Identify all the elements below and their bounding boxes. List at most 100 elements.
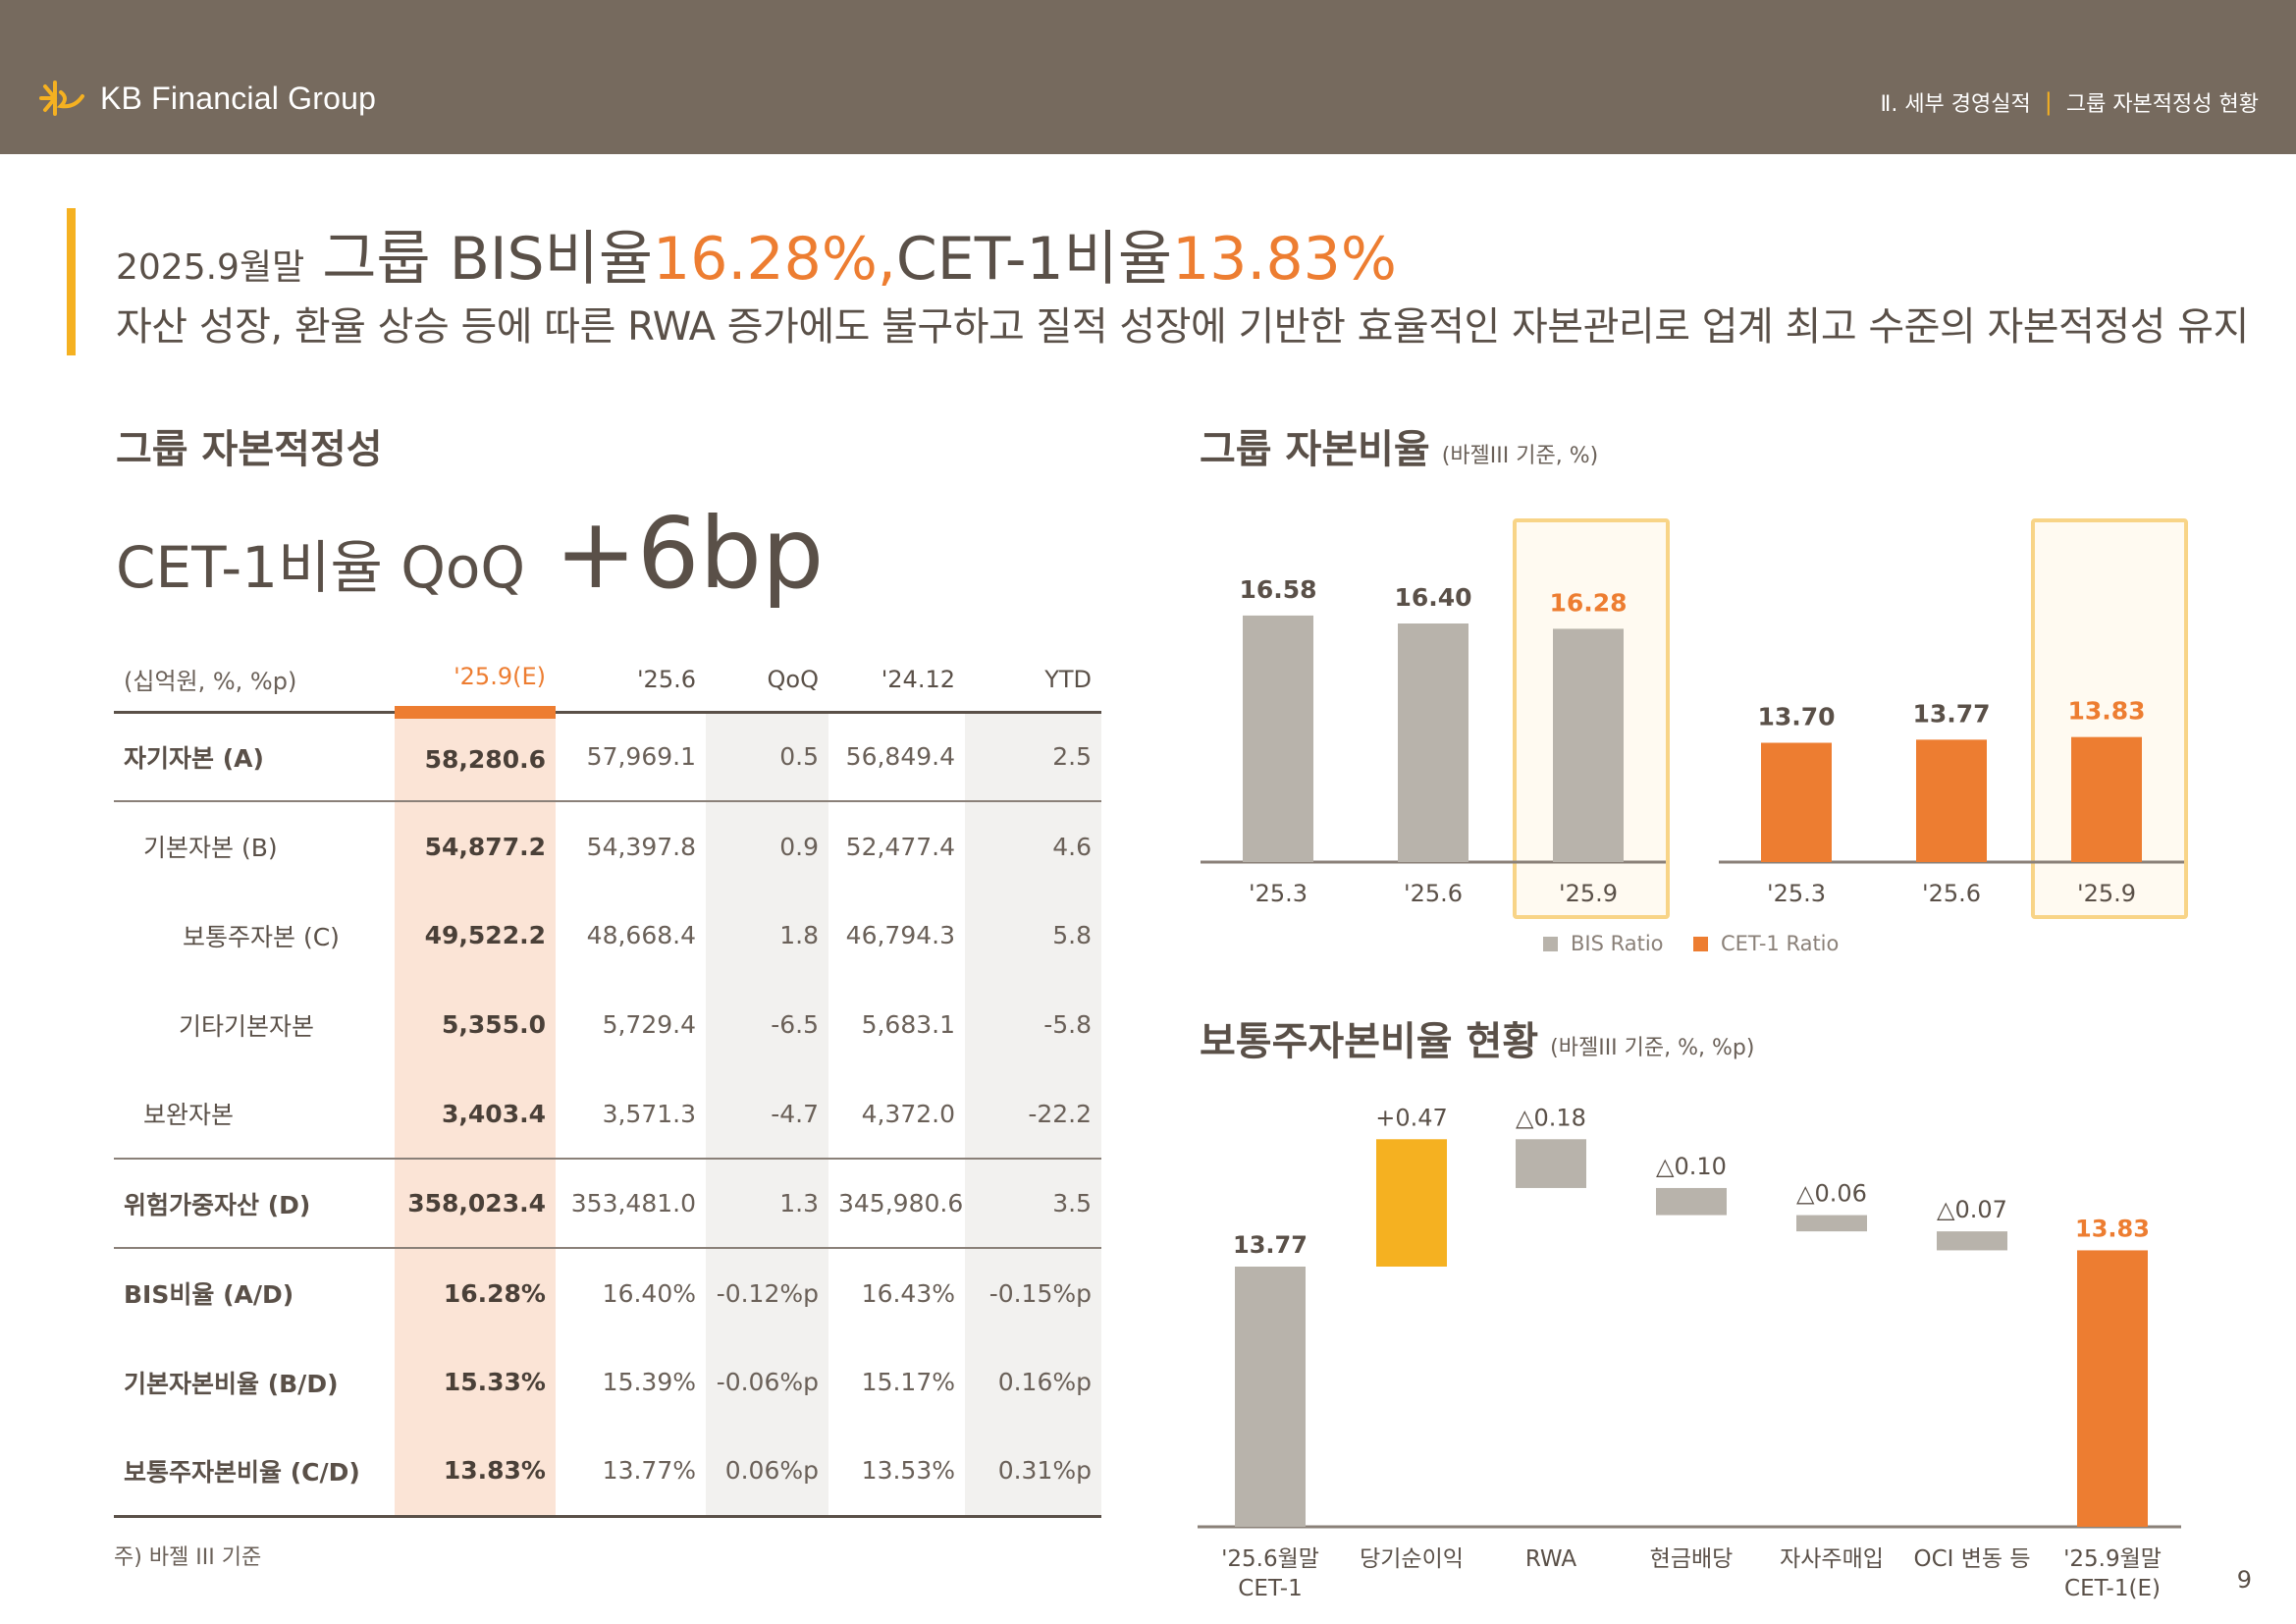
cell-current: 13.83%	[395, 1427, 556, 1518]
title-accent-bar	[67, 208, 76, 355]
bar-value-label: 13.70	[1757, 703, 1835, 731]
bar-value-label: 16.40	[1394, 583, 1471, 612]
x-tick-label: CET-1	[1238, 1576, 1302, 1601]
cell-qoq: 0.5	[706, 712, 828, 802]
x-tick-label: '25.6	[1922, 880, 1981, 907]
cell-prev-year: 15.17%	[861, 1368, 955, 1396]
title-part2: CET-1비율	[895, 225, 1173, 294]
cell-prev-quarter: 13.77%	[556, 1427, 706, 1518]
cet-qoq-label: CET-1비율 QoQ	[116, 534, 526, 601]
waterfall-value-label: △0.10	[1656, 1153, 1727, 1180]
cell-prev-quarter: 54,397.8	[586, 832, 696, 861]
cell-current: 58,280.6	[395, 712, 556, 802]
footnote: 주) 바젤 III 기준	[114, 1545, 262, 1570]
table-row: 위험가중자산 (D) 358,023.4 353,481.0 1.3 345,9…	[114, 1159, 1101, 1249]
table-header-row: (십억원, %, %p) '25.9(E) '25.6 QoQ '24.12 Y…	[114, 648, 1101, 719]
waterfall-value-label: △0.07	[1937, 1196, 2007, 1223]
cell-ytd: 0.16%p	[965, 1337, 1101, 1427]
x-tick-label: '25.3	[1249, 880, 1308, 907]
cell-current: 15.33%	[395, 1337, 556, 1427]
waterfall-bar	[1516, 1139, 1586, 1188]
cell-ytd: 0.31%p	[965, 1427, 1101, 1518]
row-label: 자기자본 (A)	[114, 712, 395, 802]
title-period: 2025.9월말	[116, 247, 305, 288]
row-label: 보통주자본비율 (C/D)	[114, 1427, 395, 1518]
cell-current: 49,522.2	[395, 891, 556, 980]
cell-qoq: 0.9	[706, 801, 828, 891]
breadcrumb-section[interactable]: Ⅱ. 세부 경영실적	[1880, 92, 2031, 117]
cell-current: 54,877.2	[395, 801, 556, 891]
cell-prev-year: 5,683.1	[861, 1010, 955, 1039]
cell-qoq: -4.7	[706, 1069, 828, 1160]
table-header-prev-year: '24.12	[828, 648, 965, 714]
table-row: 기타기본자본 5,355.0 5,729.4 -6.5 5,683.1 -5.8	[114, 980, 1101, 1069]
row-label: 보완자본	[114, 1069, 395, 1160]
cell-qoq: 1.3	[706, 1159, 828, 1249]
table-header-prev-quarter: '25.6	[556, 648, 706, 714]
title-part1: 그룹 BIS비율	[322, 225, 654, 294]
cell-prev-year: 56,849.4	[828, 712, 965, 802]
cell-prev-quarter: 5,729.4	[602, 1010, 696, 1039]
bar-cet1	[2071, 736, 2142, 862]
waterfall-value-label: 13.83	[2075, 1215, 2150, 1242]
waterfall-value-label: △0.18	[1516, 1104, 1586, 1131]
waterfall-value-label: △0.06	[1796, 1180, 1867, 1208]
cell-prev-quarter: 353,481.0	[556, 1159, 706, 1249]
table-header-unit: (십억원, %, %p)	[114, 648, 395, 714]
cell-current: 5,355.0	[395, 980, 556, 1069]
waterfall-bar	[1937, 1231, 2007, 1251]
bar-value-label: 16.28	[1549, 588, 1627, 617]
page-subtitle: 자산 성장, 환율 상승 등에 따른 RWA 증가에도 불구하고 질적 성장에 …	[116, 304, 2249, 350]
cell-ytd: -22.2	[965, 1069, 1101, 1160]
breadcrumb-page[interactable]: 그룹 자본적정성 현황	[2065, 92, 2259, 117]
table-row: 보통주자본비율 (C/D) 13.83% 13.77% 0.06%p 13.53…	[114, 1427, 1101, 1518]
cell-prev-quarter: 16.40%	[602, 1278, 696, 1308]
bar-value-label: 13.83	[2067, 697, 2145, 726]
table-row: 기본자본 (B) 54,877.2 54,397.8 0.9 52,477.4 …	[114, 801, 1101, 891]
cell-current: 358,023.4	[395, 1159, 556, 1249]
waterfall-value-label: +0.47	[1375, 1104, 1448, 1131]
kb-logo[interactable]: KB Financial Group	[39, 79, 376, 118]
cell-prev-year: 52,477.4	[845, 832, 955, 861]
cell-prev-quarter: 57,969.1	[556, 712, 706, 802]
table-header-current: '25.9(E)	[395, 648, 556, 719]
page-number: 9	[2236, 1566, 2252, 1594]
waterfall-bar	[1376, 1139, 1447, 1267]
waterfall-bar	[1656, 1187, 1727, 1216]
cell-prev-year: 46,794.3	[845, 921, 955, 949]
waterfall-bar	[1235, 1267, 1306, 1527]
table-row: 자기자본 (A) 58,280.6 57,969.1 0.5 56,849.4 …	[114, 712, 1101, 802]
ratio-chart-note: (바젤III 기준, %)	[1441, 444, 1599, 468]
x-tick-label: OCI 변동 등	[1913, 1546, 2030, 1572]
cell-ytd: 3.5	[965, 1159, 1101, 1249]
table-header-qoq: QoQ	[706, 648, 828, 714]
waterfall-value-label: 13.77	[1233, 1231, 1308, 1259]
waterfall-bar	[2077, 1250, 2148, 1527]
table-row: BIS비율 (A/D) 16.28% 16.40% -0.12%p 16.43%…	[114, 1248, 1101, 1337]
table-header-ytd: YTD	[965, 648, 1101, 714]
row-label: 보통주자본 (C)	[183, 922, 340, 951]
kb-star-icon	[39, 81, 84, 116]
cet1-waterfall-chart: 13.77 '25.6월말 CET-1 +0.47 당기순이익 △0.18 RWA △0.10…	[1198, 1104, 2181, 1601]
cell-qoq: -6.5	[706, 980, 828, 1069]
cell-prev-year: 16.43%	[861, 1278, 955, 1308]
ratio-bar-chart: 16.58 '25.3 16.40 '25.6 16.28 '25.9 13.70 '25.3…	[1201, 518, 2188, 955]
x-tick-label: 현금배당	[1650, 1546, 1734, 1572]
cell-ytd: 2.5	[965, 712, 1101, 802]
x-tick-label: 당기순이익	[1360, 1546, 1464, 1572]
capital-table: (십억원, %, %p) '25.9(E) '25.6 QoQ '24.12 Y…	[114, 648, 1101, 1518]
row-label: 기타기본자본	[179, 1011, 315, 1041]
cell-qoq: -0.06%p	[706, 1337, 828, 1427]
legend-label-bis: BIS Ratio	[1571, 932, 1664, 955]
legend-swatch-cet1	[1693, 937, 1708, 951]
x-tick-label: '25.6월말	[1221, 1546, 1319, 1572]
cell-prev-quarter: 3,571.3	[556, 1069, 706, 1160]
cell-ytd: 4.6	[965, 801, 1101, 891]
cell-qoq: -0.12%p	[706, 1248, 828, 1337]
title-cet-value: 13.83%	[1172, 225, 1397, 294]
row-label: BIS비율 (A/D)	[124, 1280, 294, 1309]
x-tick-label: '25.6	[1404, 880, 1463, 907]
row-label: 기본자본 (B)	[143, 834, 278, 862]
header-bar: KB Financial Group Ⅱ. 세부 경영실적 | 그룹 자본적정성…	[0, 0, 2296, 154]
cell-ytd: -5.8	[965, 980, 1101, 1069]
